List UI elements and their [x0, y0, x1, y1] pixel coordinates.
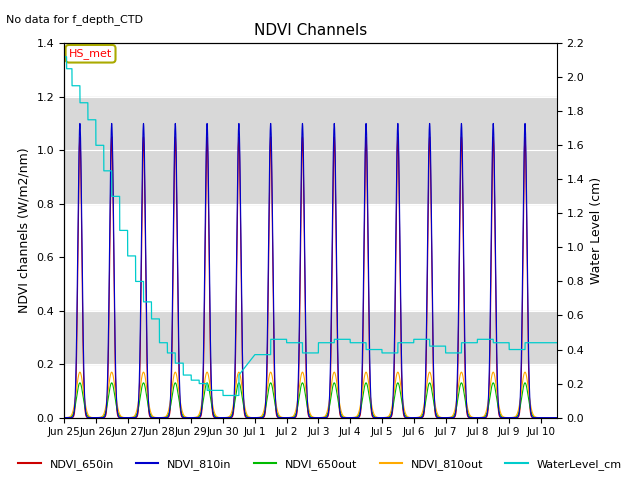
Y-axis label: NDVI channels (W/m2/nm): NDVI channels (W/m2/nm) [18, 147, 31, 313]
Y-axis label: Water Level (cm): Water Level (cm) [590, 177, 603, 284]
Text: No data for f_depth_CTD: No data for f_depth_CTD [6, 14, 143, 25]
Bar [64, 96, 557, 204]
Title: NDVI Channels: NDVI Channels [254, 23, 367, 38]
Bar [64, 311, 557, 364]
Legend: NDVI_650in, NDVI_810in, NDVI_650out, NDVI_810out, WaterLevel_cm: NDVI_650in, NDVI_810in, NDVI_650out, NDV… [14, 455, 626, 474]
Text: HS_met: HS_met [69, 48, 112, 59]
